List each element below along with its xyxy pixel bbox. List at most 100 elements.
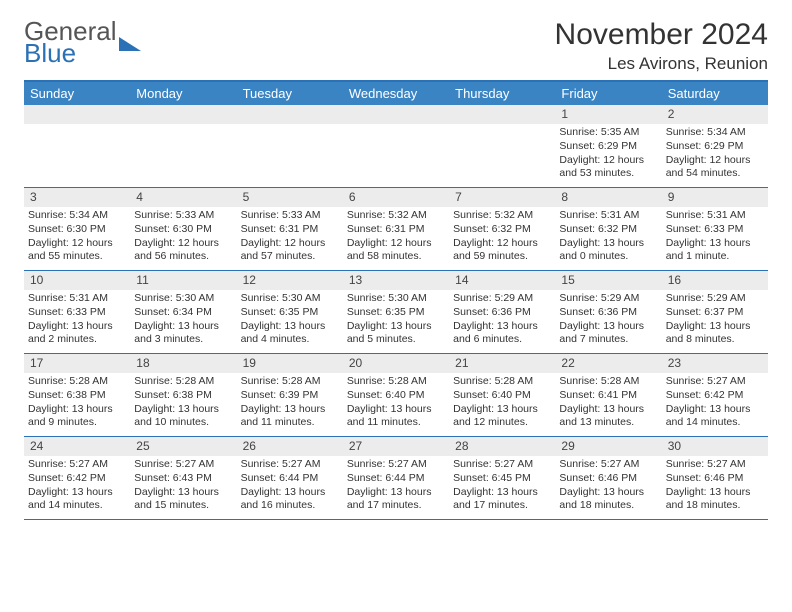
day-cell: 22Sunrise: 5:28 AMSunset: 6:41 PMDayligh…	[555, 354, 661, 436]
sunset-line: Sunset: 6:40 PM	[453, 389, 551, 402]
sunrise-line: Sunrise: 5:30 AM	[241, 292, 339, 305]
sunset-line: Sunset: 6:30 PM	[28, 223, 126, 236]
sunset-line: Sunset: 6:40 PM	[347, 389, 445, 402]
day-cell: 29Sunrise: 5:27 AMSunset: 6:46 PMDayligh…	[555, 437, 661, 519]
sunrise-line: Sunrise: 5:27 AM	[347, 458, 445, 471]
day-number: 21	[449, 354, 555, 373]
sunrise-line: Sunrise: 5:27 AM	[559, 458, 657, 471]
day-cell: 18 Sunrise: 5:28 AMSunset: 6:38 PMDayligh…	[130, 354, 236, 436]
sunset-line: Sunset: 6:29 PM	[666, 140, 764, 153]
day-cell	[130, 105, 236, 187]
day-number: 19	[237, 354, 343, 373]
sunrise-line: Sunrise: 5:28 AM	[453, 375, 551, 388]
sunrise-line: Sunrise: 5:27 AM	[28, 458, 126, 471]
day-number	[449, 105, 555, 124]
day-cell	[449, 105, 555, 187]
day-number: 13	[343, 271, 449, 290]
day-cell: 1Sunrise: 5:35 AMSunset: 6:29 PMDaylight…	[555, 105, 661, 187]
sunrise-line: Sunrise: 5:27 AM	[666, 458, 764, 471]
daylight-line: Daylight: 12 hours and 54 minutes.	[666, 154, 764, 180]
sunset-line: Sunset: 6:38 PM	[134, 389, 232, 402]
day-number: 22	[555, 354, 661, 373]
sunrise-line: Sunrise: 5:31 AM	[666, 209, 764, 222]
sunset-line: Sunset: 6:30 PM	[134, 223, 232, 236]
daylight-line: Daylight: 13 hours and 18 minutes.	[559, 486, 657, 512]
day-number: 10	[24, 271, 130, 290]
day-number: 18	[130, 354, 236, 373]
sunrise-line: Sunrise: 5:33 AM	[241, 209, 339, 222]
day-number: 26	[237, 437, 343, 456]
dow-monday: Monday	[130, 82, 236, 105]
sunset-line: Sunset: 6:35 PM	[241, 306, 339, 319]
day-cell	[24, 105, 130, 187]
dow-tuesday: Tuesday	[237, 82, 343, 105]
daylight-line: Daylight: 13 hours and 1 minute.	[666, 237, 764, 263]
sunset-line: Sunset: 6:33 PM	[28, 306, 126, 319]
sunset-line: Sunset: 6:34 PM	[134, 306, 232, 319]
day-cell: 12Sunrise: 5:30 AMSunset: 6:35 PMDayligh…	[237, 271, 343, 353]
daylight-line: Daylight: 12 hours and 56 minutes.	[134, 237, 232, 263]
daylight-line: Daylight: 13 hours and 17 minutes.	[347, 486, 445, 512]
daylight-line: Daylight: 13 hours and 11 minutes.	[241, 403, 339, 429]
day-number: 14	[449, 271, 555, 290]
day-number: 23	[662, 354, 768, 373]
day-number: 3	[24, 188, 130, 207]
dow-thursday: Thursday	[449, 82, 555, 105]
day-number: 28	[449, 437, 555, 456]
title-block: November 2024 Les Avirons, Reunion	[555, 18, 768, 74]
day-number: 4	[130, 188, 236, 207]
day-number: 27	[343, 437, 449, 456]
day-number: 1	[555, 105, 661, 124]
daylight-line: Daylight: 13 hours and 5 minutes.	[347, 320, 445, 346]
day-number: 11	[130, 271, 236, 290]
daylight-line: Daylight: 13 hours and 14 minutes.	[666, 403, 764, 429]
sunrise-line: Sunrise: 5:28 AM	[347, 375, 445, 388]
daylight-line: Daylight: 13 hours and 13 minutes.	[559, 403, 657, 429]
day-cell: 24Sunrise: 5:27 AMSunset: 6:42 PMDayligh…	[24, 437, 130, 519]
week-row: 17Sunrise: 5:28 AMSunset: 6:38 PMDayligh…	[24, 354, 768, 437]
day-cell: 5Sunrise: 5:33 AMSunset: 6:31 PMDaylight…	[237, 188, 343, 270]
day-cell: 9Sunrise: 5:31 AMSunset: 6:33 PMDaylight…	[662, 188, 768, 270]
day-number: 20	[343, 354, 449, 373]
daylight-line: Daylight: 13 hours and 16 minutes.	[241, 486, 339, 512]
sunrise-line: Sunrise: 5:28 AM	[134, 375, 232, 388]
week-row: 10Sunrise: 5:31 AMSunset: 6:33 PMDayligh…	[24, 271, 768, 354]
sunset-line: Sunset: 6:35 PM	[347, 306, 445, 319]
sunset-line: Sunset: 6:36 PM	[453, 306, 551, 319]
sunrise-line: Sunrise: 5:27 AM	[241, 458, 339, 471]
dow-saturday: Saturday	[662, 82, 768, 105]
day-cell: 19Sunrise: 5:28 AMSunset: 6:39 PMDayligh…	[237, 354, 343, 436]
logo-triangle-icon	[119, 37, 141, 51]
day-number: 9	[662, 188, 768, 207]
daylight-line: Daylight: 13 hours and 18 minutes.	[666, 486, 764, 512]
day-cell: 17Sunrise: 5:28 AMSunset: 6:38 PMDayligh…	[24, 354, 130, 436]
logo: General Blue	[24, 18, 141, 66]
day-number	[130, 105, 236, 124]
sunrise-line: Sunrise: 5:29 AM	[559, 292, 657, 305]
daylight-line: Daylight: 13 hours and 12 minutes.	[453, 403, 551, 429]
day-cell: 2Sunrise: 5:34 AMSunset: 6:29 PMDaylight…	[662, 105, 768, 187]
day-number	[237, 105, 343, 124]
day-number	[343, 105, 449, 124]
daylight-line: Daylight: 12 hours and 55 minutes.	[28, 237, 126, 263]
day-cell: 25Sunrise: 5:27 AMSunset: 6:43 PMDayligh…	[130, 437, 236, 519]
week-row: 24Sunrise: 5:27 AMSunset: 6:42 PMDayligh…	[24, 437, 768, 520]
day-cell: 16Sunrise: 5:29 AMSunset: 6:37 PMDayligh…	[662, 271, 768, 353]
daylight-line: Daylight: 13 hours and 9 minutes.	[28, 403, 126, 429]
sunrise-line: Sunrise: 5:28 AM	[28, 375, 126, 388]
sunrise-line: Sunrise: 5:27 AM	[453, 458, 551, 471]
sunrise-line: Sunrise: 5:30 AM	[347, 292, 445, 305]
daylight-line: Daylight: 13 hours and 4 minutes.	[241, 320, 339, 346]
day-cell: 11Sunrise: 5:30 AMSunset: 6:34 PMDayligh…	[130, 271, 236, 353]
sunset-line: Sunset: 6:32 PM	[559, 223, 657, 236]
sunrise-line: Sunrise: 5:27 AM	[134, 458, 232, 471]
day-number: 2	[662, 105, 768, 124]
day-of-week-header: SundayMondayTuesdayWednesdayThursdayFrid…	[24, 82, 768, 105]
sunset-line: Sunset: 6:42 PM	[28, 472, 126, 485]
day-cell: 26Sunrise: 5:27 AMSunset: 6:44 PMDayligh…	[237, 437, 343, 519]
daylight-line: Daylight: 13 hours and 10 minutes.	[134, 403, 232, 429]
day-cell: 3Sunrise: 5:34 AMSunset: 6:30 PMDaylight…	[24, 188, 130, 270]
sunset-line: Sunset: 6:42 PM	[666, 389, 764, 402]
day-cell: 13 Sunrise: 5:30 AMSunset: 6:35 PMDayligh…	[343, 271, 449, 353]
sunrise-line: Sunrise: 5:31 AM	[559, 209, 657, 222]
